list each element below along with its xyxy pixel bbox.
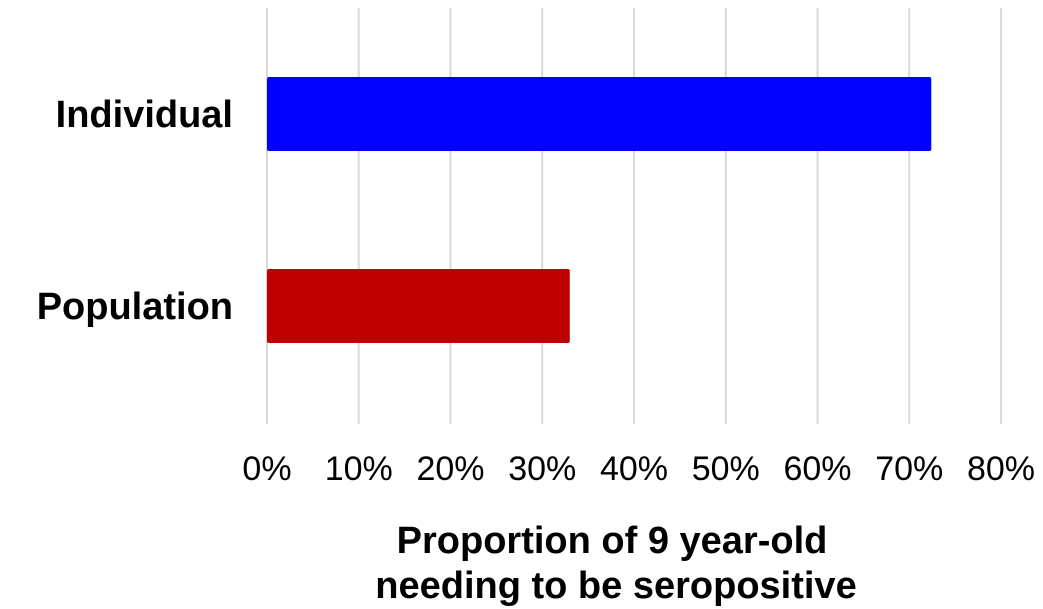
category-label-individual: Individual bbox=[56, 94, 233, 136]
x-tick-label-7: 70% bbox=[875, 450, 943, 488]
x-tick-labels: 0% 10% 20% 30% 40% 50% 60% 70% 80% bbox=[242, 450, 1035, 488]
category-labels: Individual Population bbox=[37, 94, 233, 328]
x-tick-label-0: 0% bbox=[242, 450, 291, 488]
x-tick-label-5: 50% bbox=[692, 450, 760, 488]
x-tick-label-1: 10% bbox=[325, 450, 393, 488]
bar-population bbox=[267, 269, 570, 343]
x-tick-label-6: 60% bbox=[783, 450, 851, 488]
bar-individual bbox=[267, 77, 932, 151]
bars bbox=[267, 77, 932, 343]
x-axis-title-line-2: needing to be seropositive bbox=[375, 565, 856, 607]
x-tick-label-3: 30% bbox=[508, 450, 576, 488]
x-tick-label-4: 40% bbox=[600, 450, 668, 488]
x-tick-label-2: 20% bbox=[416, 450, 484, 488]
category-label-population: Population bbox=[37, 286, 233, 328]
x-axis-title-line-1: Proportion of 9 year-old bbox=[397, 520, 828, 562]
gridlines bbox=[266, 8, 1002, 424]
x-tick-label-8: 80% bbox=[967, 450, 1035, 488]
